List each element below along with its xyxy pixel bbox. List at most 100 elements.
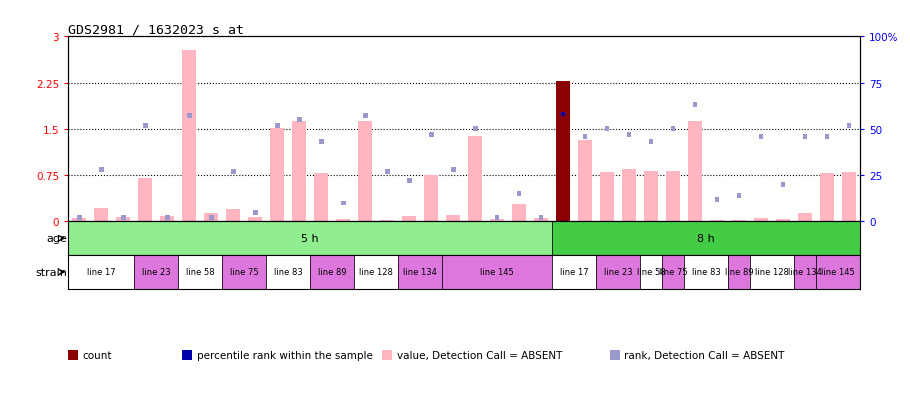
Text: line 17: line 17 [87,268,116,277]
Point [160,215,175,221]
Bar [182,51,197,222]
Point [820,134,834,140]
Text: line 89: line 89 [724,268,753,277]
Bar [68,222,552,256]
Point [468,126,482,133]
Bar [794,256,816,289]
Bar [398,256,442,289]
Point [72,215,86,221]
Bar [776,219,790,222]
Point [578,134,592,140]
Point [534,215,549,221]
Text: GDS2981 / 1632023_s_at: GDS2981 / 1632023_s_at [68,23,244,36]
Text: strain: strain [35,267,67,277]
Bar [512,205,526,222]
Bar [68,256,135,289]
Bar [266,256,310,289]
Bar [662,256,684,289]
Text: line 75: line 75 [230,268,258,277]
Bar [490,219,504,222]
Point [775,182,790,188]
Point [753,134,768,140]
Point [138,123,153,129]
Bar [270,128,284,222]
Point [556,112,571,118]
Text: line 89: line 89 [318,268,347,277]
Text: 5 h: 5 h [301,234,319,244]
Point [358,113,372,120]
Bar [292,121,307,222]
Point [490,215,504,221]
Point [402,178,417,185]
Point [666,126,681,133]
Bar [710,220,724,222]
Text: value, Detection Call = ABSENT: value, Detection Call = ABSENT [397,350,562,360]
Text: line 23: line 23 [142,268,170,277]
Bar [468,137,482,222]
Bar [552,222,860,256]
Bar [248,218,262,222]
Point [182,113,197,120]
Bar [552,256,596,289]
Text: line 83: line 83 [692,268,721,277]
Point [226,169,240,176]
Bar [336,219,350,222]
Text: age: age [46,234,67,244]
Point [314,139,329,146]
Bar [314,174,329,222]
Point [424,132,439,138]
Bar [402,216,416,222]
Bar [578,141,592,222]
Point [688,102,703,109]
Point [732,193,746,199]
Point [379,169,394,176]
Point [798,134,813,140]
Bar [135,256,178,289]
Bar [600,173,614,222]
Point [643,139,658,146]
Text: line 128: line 128 [755,268,789,277]
Bar [556,81,571,222]
Text: rank, Detection Call = ABSENT: rank, Detection Call = ABSENT [624,350,784,360]
Text: line 145: line 145 [821,268,854,277]
Bar [442,256,552,289]
Bar [116,218,130,222]
Bar [138,179,152,222]
Bar [310,256,354,289]
Bar [820,174,834,222]
Bar [204,214,218,222]
Text: line 134: line 134 [403,268,437,277]
Bar [358,122,372,222]
Bar [72,219,86,222]
Point [248,209,262,216]
Bar [178,256,222,289]
Point [94,167,108,173]
Bar [732,220,746,222]
Text: count: count [83,350,112,360]
Bar [94,209,108,222]
Text: line 58: line 58 [637,268,665,277]
Bar [798,213,812,222]
Bar [424,176,439,222]
Point [292,117,307,123]
Bar [534,218,548,222]
Bar [226,210,240,222]
Text: line 134: line 134 [788,268,822,277]
Bar [596,256,640,289]
Bar [446,216,460,222]
Point [116,215,130,221]
Text: line 83: line 83 [274,268,302,277]
Point [622,132,636,138]
Bar [380,220,394,222]
Bar [640,256,662,289]
Bar [842,173,856,222]
Point [270,123,285,129]
Bar [684,256,728,289]
Bar [666,171,680,222]
Point [600,126,614,133]
Text: line 128: line 128 [359,268,393,277]
Point [710,197,724,203]
Text: line 58: line 58 [186,268,215,277]
Text: 8 h: 8 h [697,234,715,244]
Bar [753,219,768,222]
